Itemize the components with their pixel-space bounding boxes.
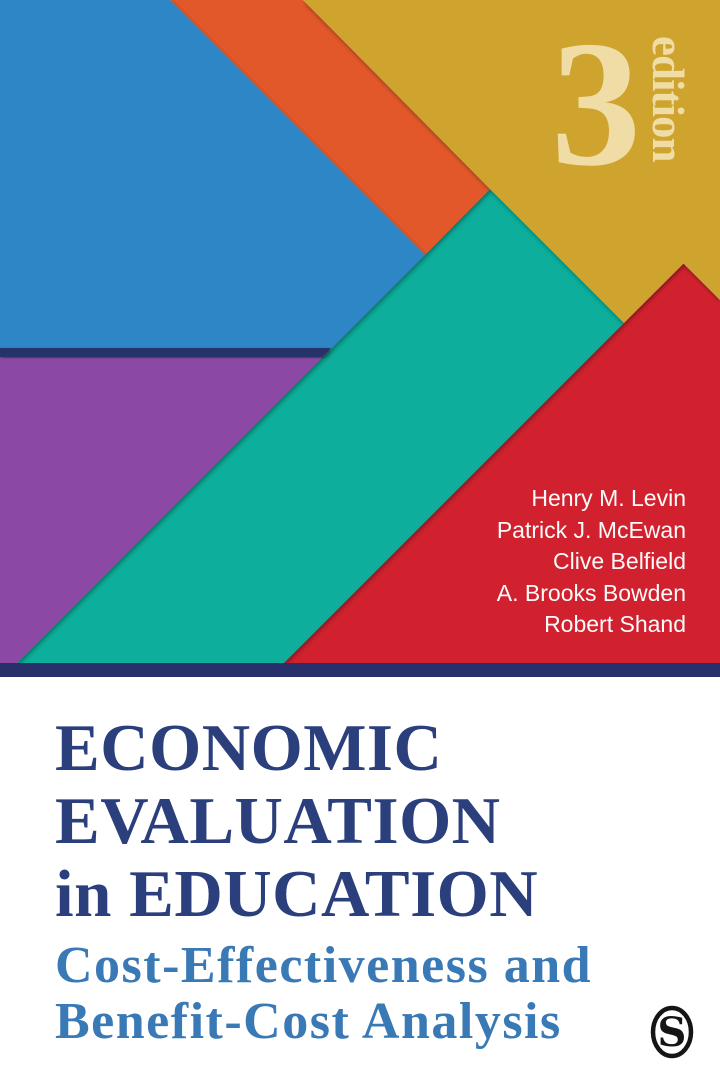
title-line: in EDUCATION — [55, 857, 539, 931]
author-name: Henry M. Levin — [531, 485, 686, 511]
logo-letter: S — [658, 1009, 687, 1056]
blue-sheet-shape — [0, 0, 425, 350]
navy-bottom-strip — [0, 663, 720, 677]
teal-sheet-shape — [17, 189, 624, 663]
author-name: A. Brooks Bowden — [496, 579, 686, 606]
publisher-logo: S — [650, 1005, 694, 1059]
subtitle-line: Benefit-Cost Analysis — [55, 993, 562, 1050]
red-sheet-shape — [282, 263, 720, 663]
purple-sheet-shape — [0, 350, 330, 663]
orange-sheet-shape — [170, 0, 490, 255]
author-list: Henry M. Levin Patrick J. McEwan Clive B… — [497, 483, 686, 641]
title-line: EVALUATION — [55, 784, 501, 858]
author-name: Robert Shand — [544, 611, 686, 637]
book-subtitle: Cost-Effectiveness and Benefit-Cost Anal… — [55, 938, 592, 1050]
edition-label: edition — [643, 36, 693, 162]
book-title: ECONOMIC EVALUATION in EDUCATION — [55, 712, 538, 931]
subtitle-line: Cost-Effectiveness and — [55, 937, 593, 994]
edition-number: 3 — [551, 4, 641, 203]
gold-sheet-shape — [303, 0, 720, 323]
navy-fold-line — [0, 348, 331, 357]
logo-oval — [650, 1005, 694, 1059]
cover-art — [0, 0, 720, 677]
title-line: ECONOMIC — [55, 711, 443, 785]
author-name: Patrick J. McEwan — [496, 516, 686, 543]
author-name: Clive Belfield — [553, 548, 686, 574]
